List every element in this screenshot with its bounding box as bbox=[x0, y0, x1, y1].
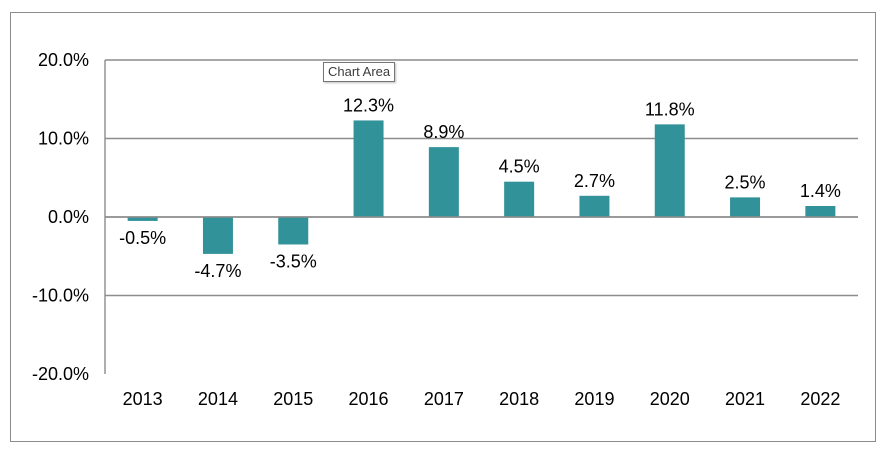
y-tick-label: -20.0% bbox=[32, 364, 89, 384]
data-label-2017: 8.9% bbox=[423, 122, 464, 142]
data-label-2019: 2.7% bbox=[574, 171, 615, 191]
x-tick-label-2021: 2021 bbox=[725, 389, 765, 409]
data-label-2016: 12.3% bbox=[343, 95, 394, 115]
y-tick-label: 20.0% bbox=[38, 50, 89, 70]
bar-2015 bbox=[278, 217, 308, 244]
data-label-2022: 1.4% bbox=[800, 181, 841, 201]
data-label-2015: -3.5% bbox=[270, 251, 317, 271]
x-tick-label-2020: 2020 bbox=[650, 389, 690, 409]
bar-chart: 20.0% 10.0% 0.0% -10.0% -20.0% -0.5% -4.7% -3.… bbox=[0, 0, 886, 456]
bar-2014 bbox=[203, 217, 233, 254]
x-tick-label-2022: 2022 bbox=[800, 389, 840, 409]
data-label-2018: 4.5% bbox=[499, 157, 540, 177]
data-label-2020: 11.8% bbox=[645, 99, 695, 119]
x-tick-label-2019: 2019 bbox=[574, 389, 614, 409]
chart-area-tooltip: Chart Area bbox=[323, 62, 395, 82]
bar-2019 bbox=[579, 196, 609, 217]
x-tick-label-2018: 2018 bbox=[499, 389, 539, 409]
bar-2018 bbox=[504, 182, 534, 217]
data-label-2014: -4.7% bbox=[194, 261, 241, 281]
x-tick-label-2017: 2017 bbox=[424, 389, 464, 409]
y-tick-label: 10.0% bbox=[38, 129, 89, 149]
bar-2021 bbox=[730, 197, 760, 217]
x-tick-label-2013: 2013 bbox=[123, 389, 163, 409]
data-label-2013: -0.5% bbox=[119, 228, 166, 248]
data-label-2021: 2.5% bbox=[725, 172, 766, 192]
bar-2017 bbox=[429, 147, 459, 217]
bar-2022 bbox=[805, 206, 835, 217]
y-tick-label: 0.0% bbox=[48, 207, 89, 227]
y-axis: 20.0% 10.0% 0.0% -10.0% -20.0% bbox=[32, 50, 105, 384]
bar-2016 bbox=[354, 120, 384, 217]
bar-2020 bbox=[655, 124, 685, 217]
x-tick-label-2015: 2015 bbox=[273, 389, 313, 409]
x-axis: 2013 2014 2015 2016 2017 2018 2019 2020 2021 2022 bbox=[123, 389, 841, 409]
y-tick-label: -10.0% bbox=[32, 286, 89, 306]
x-tick-label-2014: 2014 bbox=[198, 389, 238, 409]
x-tick-label-2016: 2016 bbox=[349, 389, 389, 409]
